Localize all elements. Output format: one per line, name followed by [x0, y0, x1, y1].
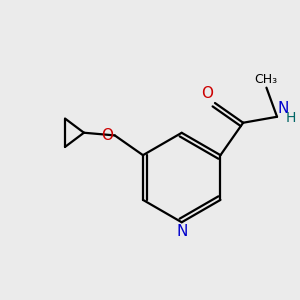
Text: O: O	[101, 128, 113, 143]
Text: O: O	[201, 86, 213, 101]
Text: N: N	[278, 101, 289, 116]
Text: N: N	[176, 224, 188, 238]
Text: H: H	[286, 111, 296, 125]
Text: CH₃: CH₃	[254, 73, 277, 85]
